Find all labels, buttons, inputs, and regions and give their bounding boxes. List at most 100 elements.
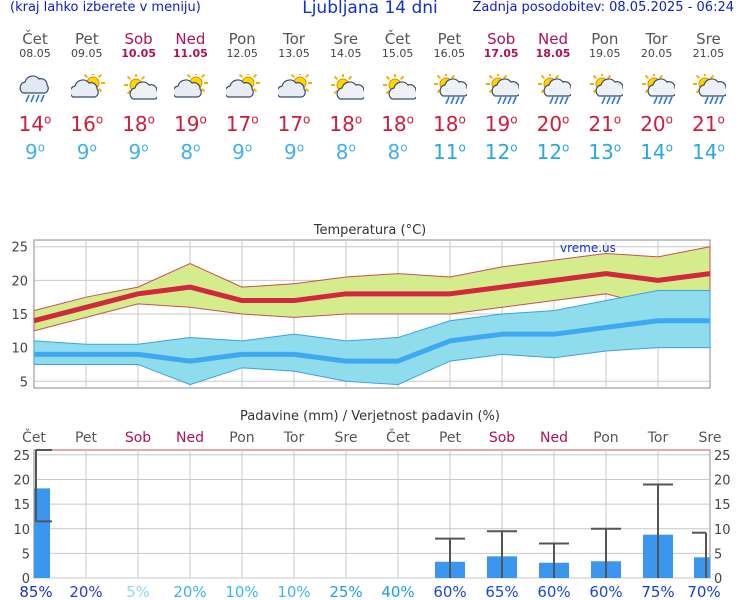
cloud-shape <box>543 78 571 97</box>
rain-drop <box>445 96 451 104</box>
sun-rain-icon <box>434 74 468 104</box>
temp-min: 9o <box>283 140 305 164</box>
day-axis-label: Sob <box>489 430 515 446</box>
rain-drop <box>30 94 35 103</box>
rain-drop <box>549 96 554 104</box>
sun-ray <box>488 74 494 80</box>
temp-chart-title: Temperatura (°C) <box>313 223 426 238</box>
forecast-charts: Temperatura (°C) 5 10 15 20 25 vreme.us Padavin… <box>11 223 731 600</box>
y-tick-label-right: 5 <box>714 547 722 562</box>
precip-probability-label: 70% <box>687 583 720 600</box>
y-tick-label: 10 <box>11 342 28 357</box>
day-date: 16.05 <box>433 47 466 60</box>
watermark: vreme.us <box>560 241 616 255</box>
sun-ray <box>437 74 442 80</box>
precip-probability-label: 65% <box>485 583 518 600</box>
sun-ray <box>253 87 258 93</box>
temp-max: 17o <box>277 112 311 136</box>
temp-max: 19o <box>484 112 518 136</box>
day-name: Čet <box>384 30 411 48</box>
day-column: Ned 11.05 19o 8o <box>164 30 216 170</box>
cloud-shape <box>647 78 675 97</box>
day-date: 12.05 <box>226 47 258 60</box>
temp-min: 9o <box>232 140 253 164</box>
temp-max: 18o <box>381 112 414 136</box>
day-column: Pet 16.05 18o 11o <box>423 30 475 170</box>
menu-hint[interactable]: (kraj lahko izberete v meniju) <box>10 0 201 15</box>
temp-max: 19o <box>173 112 207 136</box>
day-name: Sob <box>487 30 516 48</box>
page-title: Ljubljana 14 dni <box>302 0 438 18</box>
day-column: Tor 13.05 17o 9o <box>268 30 320 170</box>
day-axis-label: Pet <box>75 430 98 446</box>
day-name: Pon <box>591 30 619 48</box>
sun-ray <box>554 74 560 80</box>
precip-probability-label: 10% <box>277 583 310 600</box>
rain-cloud-icon <box>19 75 49 103</box>
day-axis-label: Pon <box>229 430 254 446</box>
y-tick-label-right: 20 <box>714 474 731 489</box>
temp-max: 20o <box>640 112 673 136</box>
day-date: 14.05 <box>330 47 362 60</box>
precip-probability-label: 25% <box>329 583 362 600</box>
day-column: Tor 20.05 20o 14o <box>631 30 683 170</box>
cloud-shape <box>698 78 727 97</box>
precip-probability-label: 5% <box>126 583 150 600</box>
temp-max: 18o <box>329 112 363 136</box>
temp-max: 18o <box>432 112 466 136</box>
precip-chart-title: Padavine (mm) / Verjetnost padavin (%) <box>240 409 500 424</box>
day-date: 18.05 <box>535 47 571 60</box>
day-date: 08.05 <box>19 47 51 60</box>
sun-ray <box>385 89 390 95</box>
last-update: Zadnja posodobitev: 08.05.2025 - 06:24 <box>472 0 734 15</box>
partly-cloudy-icon <box>226 74 261 98</box>
day-date: 21.05 <box>692 47 725 60</box>
temp-max: 21o <box>588 112 622 136</box>
sun-rain-icon <box>641 74 675 104</box>
sun-ray <box>83 74 88 79</box>
day-date: 20.05 <box>640 47 673 60</box>
rain-drop <box>507 96 512 104</box>
day-name: Sre <box>333 30 359 48</box>
cloud-shape <box>226 79 255 98</box>
rain-drop <box>719 96 725 104</box>
sun-ray <box>658 74 663 80</box>
sun-ray <box>140 75 145 81</box>
cloud-shape <box>19 75 49 94</box>
day-column: Sob 10.05 18o 9o <box>113 30 165 170</box>
day-name: Pon <box>228 30 256 48</box>
rain-drop <box>704 96 710 104</box>
sun-rain-icon <box>693 74 727 104</box>
day-axis-label: Čet <box>386 428 410 446</box>
cloud-shape <box>491 78 520 97</box>
day-date: 11.05 <box>172 47 208 60</box>
day-name: Ned <box>538 30 568 48</box>
day-date: 09.05 <box>71 47 103 60</box>
y-tick-label: 5 <box>20 375 28 390</box>
temp-max: 17o <box>225 112 259 136</box>
rain-drop <box>709 96 715 104</box>
sun-ray <box>347 75 352 81</box>
day-column: Sob 17.05 19o 12o <box>475 30 527 170</box>
partly-cloudy-icon <box>70 74 105 98</box>
temp-min: 13o <box>588 140 622 164</box>
sun-ray <box>592 74 597 80</box>
rain-drop <box>460 96 466 104</box>
day-column: Čet 15.05 18o 8o <box>372 30 424 170</box>
day-axis-label: Pet <box>439 430 462 446</box>
sun-ray <box>710 74 715 80</box>
temp-min: 8o <box>387 140 408 164</box>
cloud-shape <box>70 79 99 98</box>
day-column: Pon 19.05 21o 13o <box>579 30 631 170</box>
precip-probability-label: 85% <box>19 583 52 600</box>
precip-probability-label: 10% <box>225 583 258 600</box>
temp-min: 12o <box>536 140 570 164</box>
day-name: Tor <box>283 30 305 48</box>
precip-probability-label: 60% <box>589 583 622 600</box>
day-axis-label: Tor <box>283 430 305 446</box>
daily-forecast-strip: Čet 08.05 14o 9o Pet 09.05 16o 9o Sob 10.05 18o 9o N… <box>0 30 740 170</box>
sun-ray <box>290 74 296 79</box>
day-name: Pet <box>437 30 462 48</box>
y-tick-label: 25 <box>11 241 28 256</box>
temp-min: 14o <box>691 140 725 164</box>
